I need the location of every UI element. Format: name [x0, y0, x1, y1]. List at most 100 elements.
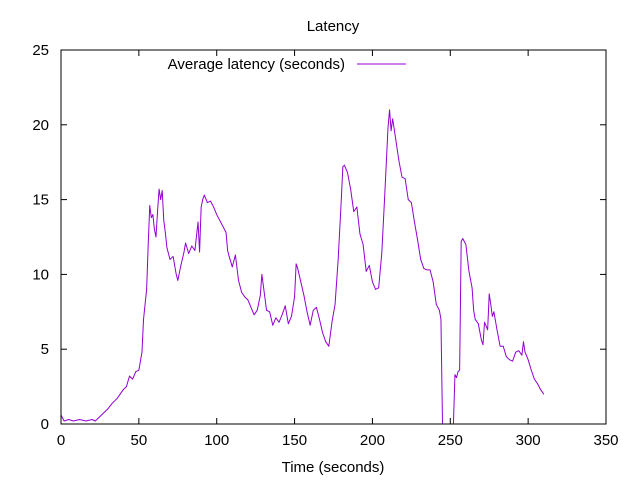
data-point: [104, 411, 105, 413]
data-point: [392, 118, 394, 120]
data-point: [278, 321, 280, 323]
data-point: [460, 241, 462, 242]
data-point: [524, 351, 526, 353]
data-point: [404, 178, 406, 180]
data-point: [482, 344, 484, 346]
data-point: [213, 206, 215, 208]
data-point: [493, 311, 495, 313]
data-point: [188, 253, 190, 254]
data-point: [512, 360, 513, 362]
data-point: [474, 318, 476, 320]
data-point: [543, 393, 545, 395]
legend: Average latency (seconds): [168, 56, 406, 73]
data-point: [300, 281, 302, 283]
data-point: [253, 314, 255, 316]
x-tick-label: 200: [360, 432, 385, 449]
chart-title: Latency: [307, 18, 360, 35]
data-point: [499, 345, 501, 347]
data-point: [398, 160, 400, 162]
data-point: [328, 345, 330, 347]
data-point: [259, 294, 261, 296]
data-point: [111, 402, 113, 404]
data-point: [429, 269, 431, 271]
x-tick-label: 150: [282, 432, 307, 449]
data-point: [407, 199, 409, 201]
data-point: [505, 356, 507, 358]
y-tick-labels: 0 5 10 15 20 25: [32, 42, 49, 433]
data-point: [157, 211, 158, 212]
data-point: [440, 318, 442, 320]
data-point: [203, 194, 205, 196]
data-point: [473, 309, 475, 311]
data-point: [219, 220, 221, 221]
data-point: [342, 166, 344, 168]
data-point: [438, 309, 440, 311]
data-point: [368, 265, 370, 266]
legend-label: Average latency (seconds): [168, 56, 345, 73]
data-point: [247, 299, 249, 301]
data-point: [462, 238, 464, 239]
x-tick-label: 350: [593, 432, 618, 449]
data-point: [116, 398, 118, 399]
y-tick-label: 25: [32, 42, 49, 59]
data-point: [135, 371, 137, 373]
data-point: [395, 139, 397, 141]
data-point: [401, 176, 403, 178]
data-point: [319, 318, 320, 320]
data-point: [312, 309, 314, 311]
data-point: [306, 311, 308, 313]
data-point: [518, 350, 520, 352]
data-point: [287, 323, 289, 325]
data-point: [540, 389, 541, 390]
data-point: [362, 244, 364, 245]
data-point: [63, 420, 65, 422]
data-point: [423, 268, 425, 269]
data-point: [143, 318, 144, 320]
data-point: [129, 375, 130, 377]
data-point: [250, 306, 252, 308]
data-point: [488, 293, 490, 295]
data-point: [294, 296, 295, 298]
data-point: [241, 291, 243, 293]
data-point: [275, 317, 277, 319]
x-axis-label: Time (seconds): [282, 459, 385, 476]
data-point: [263, 285, 264, 287]
data-point: [160, 199, 162, 201]
x-tick-labels: 0 50 100 150 200 250 300 350: [57, 432, 619, 449]
y-tick-label: 20: [32, 117, 49, 134]
data-point: [457, 371, 459, 373]
data-point: [119, 393, 121, 395]
data-point: [200, 206, 202, 208]
data-point: [216, 214, 218, 215]
x-tick-label: 0: [57, 432, 65, 449]
data-point: [484, 321, 485, 323]
data-point: [180, 265, 182, 266]
data-point: [206, 202, 208, 203]
data-point: [122, 389, 124, 390]
data-point: [91, 419, 93, 420]
data-point: [471, 287, 473, 289]
data-point: [73, 420, 74, 422]
data-point: [256, 309, 258, 311]
data-point: [459, 369, 461, 371]
data-point: [468, 271, 470, 272]
data-point: [272, 324, 274, 326]
data-point: [197, 221, 199, 223]
data-point: [432, 281, 434, 283]
data-point: [337, 259, 339, 260]
data-point: [365, 271, 367, 272]
data-point: [487, 329, 489, 331]
data-point: [235, 254, 236, 256]
data-point: [244, 296, 246, 298]
data-point: [389, 109, 390, 111]
x-tick-label: 250: [438, 432, 463, 449]
data-point: [334, 303, 336, 305]
data-point: [322, 332, 323, 334]
data-point: [126, 386, 127, 387]
data-point: [191, 245, 193, 247]
data-point: [315, 306, 317, 308]
data-point: [141, 351, 143, 353]
data-point: [94, 420, 96, 422]
data-point: [228, 256, 230, 257]
data-point: [353, 211, 355, 212]
